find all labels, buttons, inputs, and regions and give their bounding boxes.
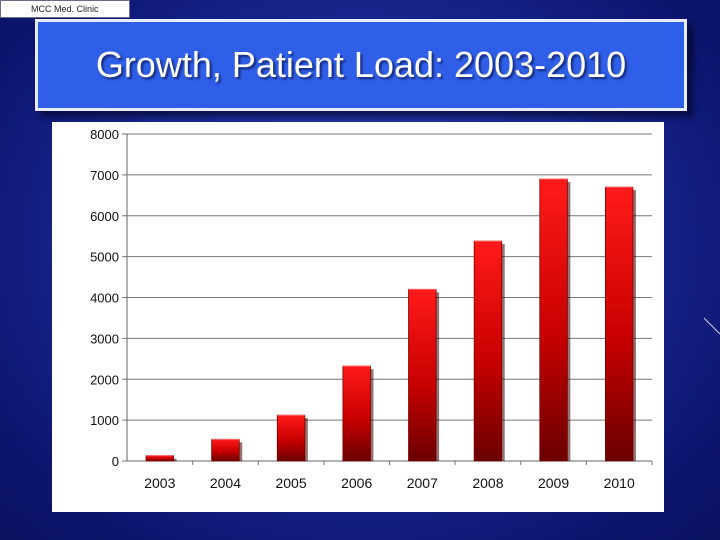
x-tick-label: 2010 <box>604 475 635 491</box>
y-tick-label: 2000 <box>90 372 119 387</box>
y-tick-label: 0 <box>112 454 119 469</box>
bar <box>473 240 503 462</box>
page-title: Growth, Patient Load: 2003-2010 <box>95 44 627 85</box>
bar <box>342 365 371 462</box>
clinic-tag: MCC Med. Clinic <box>0 0 130 18</box>
x-tick-label: 2007 <box>407 475 438 491</box>
x-tick-label: 2006 <box>341 475 372 491</box>
y-tick-label: 1000 <box>90 413 119 428</box>
y-tick-label: 5000 <box>90 250 119 265</box>
bar <box>408 288 437 462</box>
x-tick-label: 2004 <box>210 475 241 491</box>
y-tick-label: 4000 <box>90 291 119 306</box>
bar <box>211 438 240 462</box>
bars-layer <box>145 178 636 462</box>
y-tick-label: 3000 <box>90 331 119 346</box>
title-box: Growth, Patient Load: 2003-2010 <box>35 19 687 111</box>
bar <box>539 178 568 462</box>
x-tick-label: 2009 <box>538 475 569 491</box>
bar <box>276 414 306 462</box>
bar <box>605 186 634 462</box>
x-tick-label: 2003 <box>144 475 175 491</box>
y-tick-label: 8000 <box>90 127 119 142</box>
y-tick-label: 7000 <box>90 168 119 183</box>
x-tick-label: 2005 <box>275 475 306 491</box>
x-tick-label: 2008 <box>472 475 503 491</box>
labels-layer: 0 1000 2000 3000 4000 5000 6000 7000 8000 2003 200… <box>90 127 635 491</box>
bar <box>145 455 174 462</box>
y-tick-label: 6000 <box>90 209 119 224</box>
clinic-tag-label: MCC Med. Clinic <box>31 4 99 14</box>
